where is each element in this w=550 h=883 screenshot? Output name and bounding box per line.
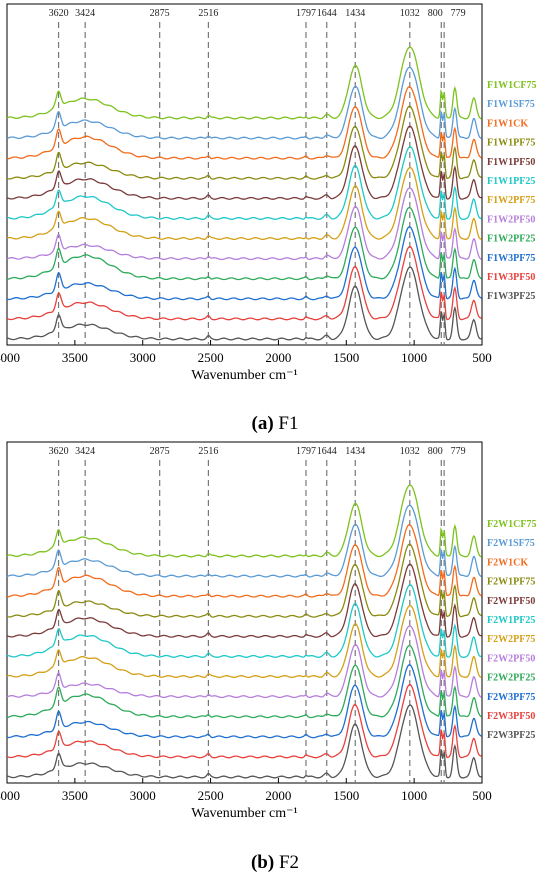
legend-entry: F1W1PF50 <box>487 157 535 168</box>
series-line <box>6 66 482 140</box>
caption-a: (a) F1 <box>0 413 550 435</box>
series-line <box>6 245 482 321</box>
series-line <box>6 543 482 618</box>
legend-entry: F1W1CK <box>487 118 528 129</box>
caption-a-text: F1 <box>278 413 299 434</box>
series-line <box>6 524 482 598</box>
legend-entry: F1W1PF75 <box>487 138 535 149</box>
x-axis-label: Wavenumber cm⁻¹ <box>191 368 297 383</box>
marker-label: 1032 <box>400 446 420 457</box>
plot-frame <box>6 3 483 346</box>
marker-label: 3424 <box>75 446 95 457</box>
legend-entry: F2W1CF75 <box>487 519 536 530</box>
x-tick-label: 500 <box>472 350 492 365</box>
x-axis-label: Wavenumber cm⁻¹ <box>191 806 297 821</box>
marker-label: 1434 <box>345 446 365 457</box>
series-line <box>6 125 482 200</box>
x-tick-label: 1500 <box>333 350 359 365</box>
series-line <box>6 683 482 759</box>
marker-label: 800 <box>428 8 443 19</box>
series-line <box>7 86 482 160</box>
caption-b-text: F2 <box>278 852 300 873</box>
legend-entry: F2W3PF25 <box>487 730 535 741</box>
legend-entry: F1W2PF50 <box>487 214 535 225</box>
series-line <box>6 105 482 180</box>
series-line <box>6 504 482 578</box>
legend-entry: F1W1CF75 <box>487 80 536 91</box>
caption-b: (b) F2 <box>0 852 550 874</box>
legend-entry: F2W1PF25 <box>487 615 535 626</box>
x-tick-label: 2000 <box>265 350 291 365</box>
marker-label: 1644 <box>317 8 337 19</box>
marker-label: 2516 <box>198 446 218 457</box>
caption-a-letter: (a) <box>251 413 274 434</box>
marker-label: 1644 <box>317 446 337 457</box>
series-line <box>6 46 482 120</box>
series-line <box>7 146 482 220</box>
x-tick-label: 3500 <box>62 350 88 365</box>
marker-label: 779 <box>451 8 466 19</box>
x-tick-label: 3500 <box>62 788 88 803</box>
x-tick-label: 1000 <box>401 788 427 803</box>
series-line <box>6 187 482 261</box>
legend-entry: F1W2PF75 <box>487 195 535 206</box>
x-tick-label: 2500 <box>198 788 224 803</box>
legend-entry: F2W2PF75 <box>487 634 535 645</box>
legend-entry: F2W2PF50 <box>487 653 535 664</box>
marker-label: 779 <box>451 446 466 457</box>
marker-label: 1797 <box>296 446 316 457</box>
series-line <box>6 664 482 739</box>
marker-label: 3620 <box>49 8 69 19</box>
x-tick-label: 4000 <box>0 788 20 803</box>
x-tick-label: 3000 <box>130 788 156 803</box>
series-line <box>6 484 482 558</box>
series-line <box>6 166 482 241</box>
legend-entry: F1W1PF25 <box>487 176 535 187</box>
marker-label: 1434 <box>345 8 365 19</box>
chart-panel-b: 4000 3500 3000 2500 2000 1500 1000 500 Wavenumbe… <box>0 441 536 821</box>
legend-entry: F2W1PF50 <box>487 596 535 607</box>
x-tick-label: 1000 <box>401 350 427 365</box>
marker-label: 3620 <box>49 446 69 457</box>
marker-label: 1797 <box>296 8 316 19</box>
legend-entry: F2W1PF75 <box>487 577 535 588</box>
series-line <box>6 604 482 679</box>
series-line <box>6 644 483 719</box>
legend-entry: F2W2PF25 <box>487 673 535 684</box>
x-tick-label: 2500 <box>198 350 224 365</box>
legend-entry: F1W3PF75 <box>487 253 535 264</box>
legend-entry: F1W1SF75 <box>487 99 535 110</box>
series-line <box>6 625 482 699</box>
legend-entry: F1W2PF25 <box>487 234 535 245</box>
series-line <box>6 704 482 779</box>
legend-entry: F1W3PF25 <box>487 291 535 302</box>
caption-b-letter: (b) <box>250 852 275 873</box>
marker-label: 2516 <box>198 8 218 19</box>
plot-frame <box>6 441 483 784</box>
marker-label: 800 <box>428 446 443 457</box>
x-tick-label: 500 <box>472 788 492 803</box>
marker-label: 1032 <box>400 8 420 19</box>
series-line <box>7 584 482 658</box>
x-tick-label: 4000 <box>0 350 20 365</box>
x-tick-label: 2000 <box>265 788 291 803</box>
x-tick-label: 1500 <box>333 788 359 803</box>
legend-entry: F2W3PF50 <box>487 711 535 722</box>
x-tick-label: 3000 <box>130 350 156 365</box>
chart-panel-a: 4000 3500 3000 2500 2000 1500 1000 500 Wavenumbe… <box>0 3 536 383</box>
series-line <box>6 206 483 281</box>
series-line <box>6 266 482 341</box>
legend-entry: F2W3PF75 <box>487 692 535 703</box>
marker-label: 2875 <box>150 8 170 19</box>
marker-label: 3424 <box>75 8 95 19</box>
series-line <box>6 226 482 301</box>
legend-entry: F2W1SF75 <box>487 538 535 549</box>
marker-label: 2875 <box>150 446 170 457</box>
legend-entry: F1W3PF50 <box>487 272 535 283</box>
legend-entry: F2W1CK <box>487 557 528 568</box>
series-line <box>6 563 482 638</box>
